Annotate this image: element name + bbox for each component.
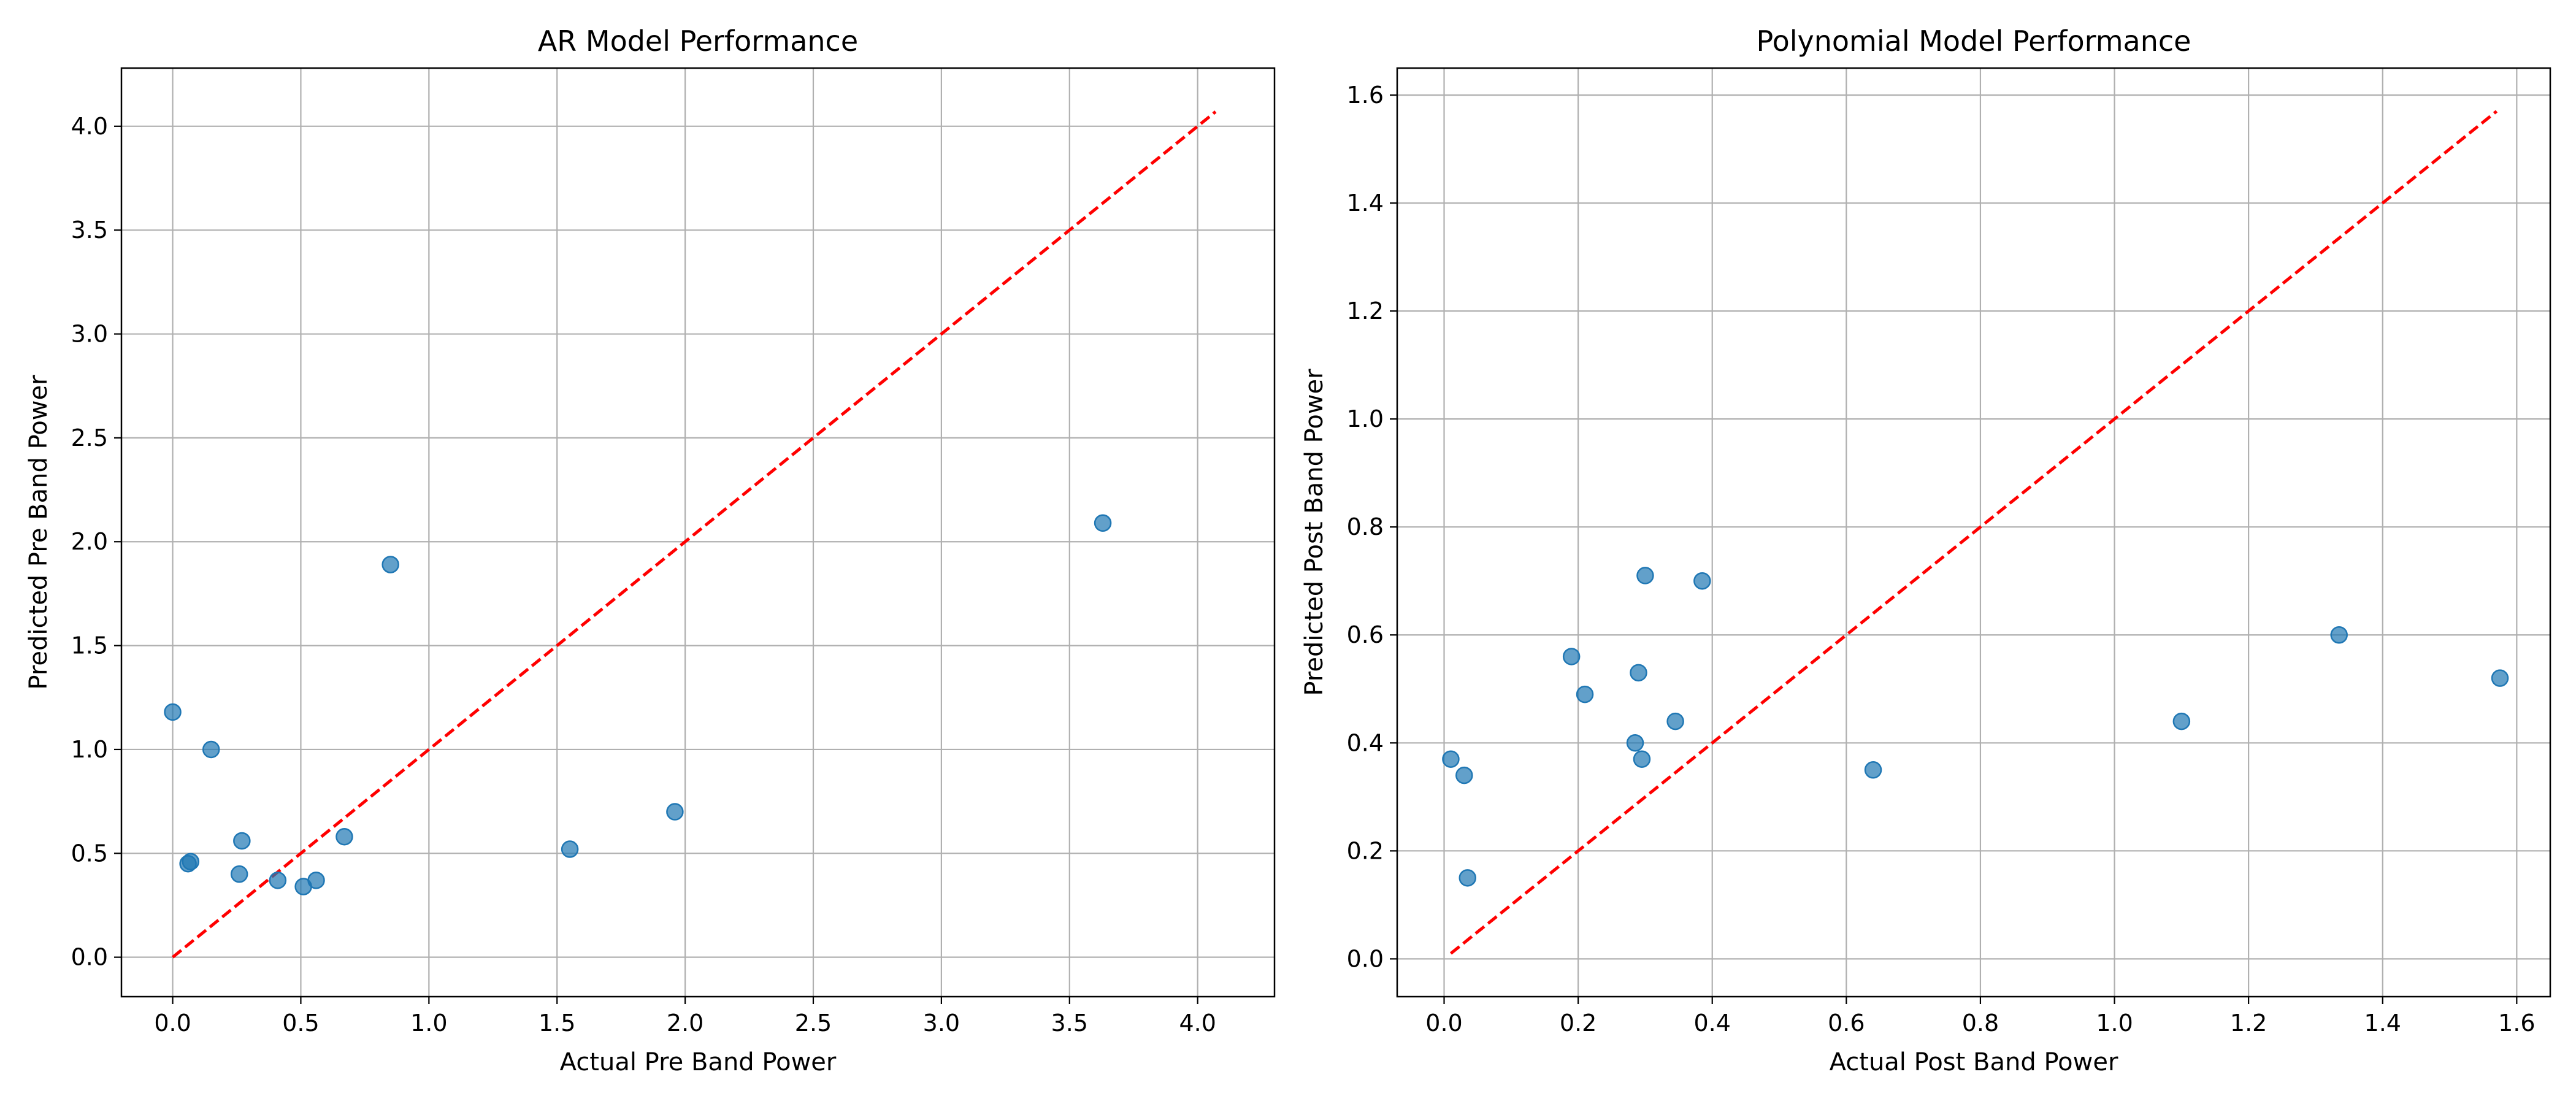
ar-data-point (1094, 514, 1112, 532)
polynomial-y-tick-label: 0.4 (1347, 729, 1384, 756)
polynomial-y-tick-label: 0.6 (1347, 621, 1384, 648)
polynomial-y-tick-label: 0.0 (1347, 945, 1384, 972)
ar-model-chart: 0.0 0.5 1.0 1.5 2.0 2.5 3.0 3.5 4.0 0.0 0.5 1.0 1.5… (25, 25, 1276, 1076)
polynomial-plot-frame (1396, 67, 2551, 998)
ar-plot-frame (120, 67, 1276, 998)
polynomial-model-chart: 0.0 0.2 0.4 0.6 0.8 1.0 1.2 1.4 1.6 0.0 0.2 0.4 0.6… (1300, 25, 2551, 1076)
ar-data-point (307, 872, 325, 889)
polynomial-data-point (1633, 750, 1651, 768)
polynomial-x-tick-label: 1.2 (2230, 1010, 2267, 1037)
polynomial-x-axis-label: Actual Post Band Power (1830, 1048, 2118, 1076)
polynomial-reference-line (1449, 110, 2498, 955)
polynomial-identity-line (1449, 110, 2498, 955)
ar-x-tick-label: 2.0 (667, 1010, 703, 1037)
ar-data-point (164, 703, 182, 721)
ar-y-tick-label: 0.5 (71, 840, 108, 867)
ar-y-tick-label: 3.0 (71, 321, 108, 348)
ar-data-point (561, 840, 579, 858)
polynomial-points (1442, 567, 2509, 887)
ar-x-tick-label: 1.5 (539, 1010, 575, 1037)
ar-y-axis-label: Predicted Pre Band Power (25, 375, 53, 690)
ar-data-point (182, 853, 200, 871)
ar-reference-line (171, 110, 1217, 959)
ar-x-tick-label: 3.5 (1051, 1010, 1088, 1037)
ar-y-tick-label: 4.0 (71, 113, 108, 140)
ar-y-tick-label: 0.0 (71, 944, 108, 971)
ar-y-tick-label: 2.5 (71, 424, 108, 451)
polynomial-y-tick-label: 0.2 (1347, 837, 1384, 864)
polynomial-x-tick-label: 0.0 (1425, 1010, 1462, 1037)
ar-y-tick-label: 1.5 (71, 632, 108, 659)
ar-x-tick-label: 2.5 (795, 1010, 832, 1037)
polynomial-y-axis-label: Predicted Post Band Power (1300, 369, 1328, 696)
polynomial-y-tick-label: 1.2 (1347, 297, 1384, 324)
polynomial-data-point (1576, 685, 1594, 703)
polynomial-y-tick-label: 1.4 (1347, 190, 1384, 217)
ar-x-tick-label: 0.5 (282, 1010, 319, 1037)
ar-data-point (335, 827, 353, 846)
polynomial-data-point (2330, 626, 2348, 644)
polynomial-x-tick-label: 1.4 (2364, 1010, 2401, 1037)
ar-y-tick-label: 2.0 (71, 528, 108, 555)
ar-y-tick-label: 1.0 (71, 736, 108, 763)
polynomial-data-point (1666, 712, 1684, 730)
polynomial-x-tick-label: 0.8 (1962, 1010, 1999, 1037)
polynomial-x-tick-label: 0.2 (1560, 1010, 1597, 1037)
polynomial-data-point (1636, 567, 1654, 585)
polynomial-x-ticks: 0.0 0.2 0.4 0.6 0.8 1.0 1.2 1.4 1.6 (1425, 997, 2536, 1037)
polynomial-data-point (1459, 869, 1477, 887)
ar-x-tick-label: 4.0 (1179, 1010, 1216, 1037)
polynomial-data-point (1562, 648, 1581, 665)
ar-x-axis-label: Actual Pre Band Power (560, 1048, 837, 1076)
ar-identity-line (171, 110, 1217, 959)
polynomial-y-ticks: 0.0 0.2 0.4 0.6 0.8 1.0 1.2 1.4 1.6 (1347, 82, 1397, 972)
polynomial-data-point (1455, 766, 1473, 784)
polynomial-data-point (2491, 669, 2509, 687)
polynomial-grid (1397, 68, 2550, 997)
polynomial-x-tick-label: 0.6 (1828, 1010, 1865, 1037)
ar-points (164, 514, 1112, 895)
polynomial-x-tick-label: 1.6 (2498, 1010, 2535, 1037)
polynomial-data-point (1626, 734, 1644, 752)
polynomial-y-tick-label: 1.0 (1347, 405, 1384, 432)
polynomial-x-tick-label: 0.4 (1694, 1010, 1731, 1037)
ar-y-ticks: 0.0 0.5 1.0 1.5 2.0 2.5 3.0 3.5 4.0 (71, 113, 121, 971)
ar-x-tick-label: 0.0 (154, 1010, 191, 1037)
ar-chart-title: AR Model Performance (538, 25, 858, 58)
polynomial-data-point (1693, 572, 1711, 590)
polynomial-chart-title: Polynomial Model Performance (1757, 25, 2191, 58)
polynomial-x-tick-label: 1.0 (2096, 1010, 2133, 1037)
polynomial-data-point (2172, 712, 2191, 730)
ar-data-point (230, 865, 248, 883)
ar-data-point (233, 832, 251, 850)
ar-x-ticks: 0.0 0.5 1.0 1.5 2.0 2.5 3.0 3.5 4.0 (154, 997, 1216, 1037)
ar-data-point (202, 740, 220, 759)
polynomial-data-point (1442, 750, 1460, 768)
polynomial-y-tick-label: 1.6 (1347, 82, 1384, 109)
ar-data-point (381, 556, 399, 573)
polynomial-y-tick-label: 0.8 (1347, 513, 1384, 540)
ar-x-tick-label: 1.0 (410, 1010, 447, 1037)
polynomial-data-point (1864, 761, 1882, 779)
ar-data-point (269, 872, 287, 889)
ar-data-point (666, 803, 684, 821)
ar-grid (121, 68, 1275, 997)
ar-y-tick-label: 3.5 (71, 217, 108, 243)
polynomial-data-point (1630, 664, 1647, 682)
ar-x-tick-label: 3.0 (923, 1010, 960, 1037)
